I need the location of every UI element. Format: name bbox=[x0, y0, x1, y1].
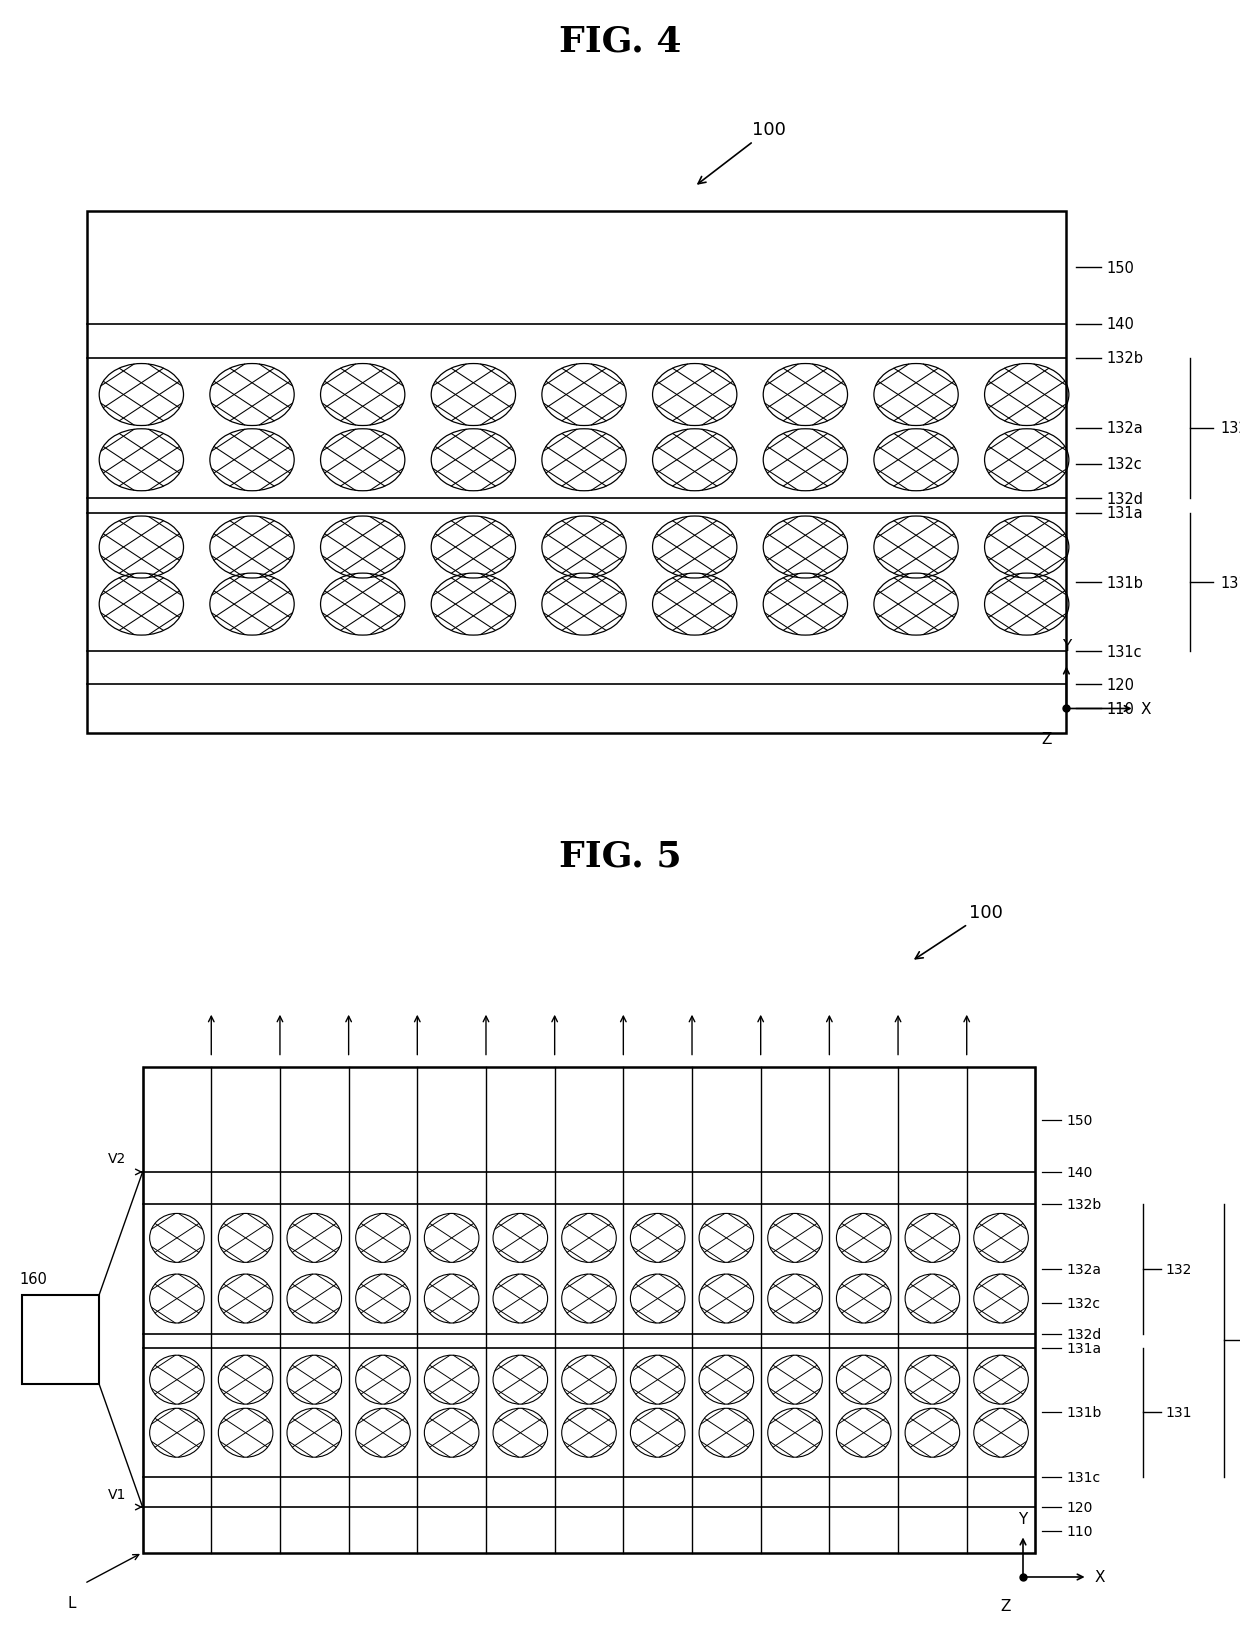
Text: 131b: 131b bbox=[1066, 1405, 1102, 1420]
Text: Z: Z bbox=[1042, 732, 1052, 747]
Text: 132a: 132a bbox=[1106, 421, 1143, 437]
Text: 132d: 132d bbox=[1066, 1327, 1101, 1341]
Text: 132c: 132c bbox=[1106, 456, 1142, 473]
Text: 110: 110 bbox=[1066, 1524, 1092, 1539]
Text: 132a: 132a bbox=[1066, 1262, 1101, 1276]
Text: FIG. 4: FIG. 4 bbox=[559, 24, 681, 59]
Bar bbox=[22, 1294, 99, 1384]
Text: 131: 131 bbox=[1220, 575, 1240, 590]
Text: 131c: 131c bbox=[1106, 644, 1142, 660]
Text: 132d: 132d bbox=[1106, 491, 1143, 507]
Text: 100: 100 bbox=[698, 121, 786, 184]
Text: 132: 132 bbox=[1166, 1262, 1192, 1276]
Text: 131a: 131a bbox=[1106, 505, 1143, 522]
Text: V1: V1 bbox=[108, 1487, 126, 1501]
Text: 132b: 132b bbox=[1106, 350, 1143, 367]
Text: 110: 110 bbox=[1106, 701, 1133, 717]
Text: 120: 120 bbox=[1106, 676, 1135, 693]
Text: 120: 120 bbox=[1066, 1500, 1092, 1514]
Text: V2: V2 bbox=[108, 1152, 126, 1165]
Text: 131c: 131c bbox=[1066, 1470, 1101, 1483]
Text: Y: Y bbox=[1061, 639, 1071, 654]
Text: 132: 132 bbox=[1220, 421, 1240, 437]
Text: Z: Z bbox=[1001, 1597, 1011, 1614]
Text: 132b: 132b bbox=[1066, 1196, 1101, 1211]
Text: 140: 140 bbox=[1066, 1165, 1092, 1178]
Bar bbox=[143, 1068, 1035, 1552]
Text: 132c: 132c bbox=[1066, 1296, 1100, 1311]
Bar bbox=[87, 212, 1066, 734]
Text: 140: 140 bbox=[1106, 316, 1133, 333]
Text: 100: 100 bbox=[915, 903, 1003, 958]
Text: X: X bbox=[1095, 1570, 1105, 1584]
Text: FIG. 5: FIG. 5 bbox=[559, 839, 681, 874]
Text: 131a: 131a bbox=[1066, 1341, 1101, 1355]
Text: L: L bbox=[68, 1594, 76, 1610]
Text: Y: Y bbox=[1018, 1511, 1028, 1526]
Text: 160: 160 bbox=[20, 1271, 47, 1286]
Text: 131b: 131b bbox=[1106, 575, 1143, 590]
Text: 150: 150 bbox=[1066, 1113, 1092, 1126]
Text: 150: 150 bbox=[1106, 261, 1133, 275]
Text: 131: 131 bbox=[1166, 1405, 1192, 1420]
Text: X: X bbox=[1141, 701, 1151, 717]
